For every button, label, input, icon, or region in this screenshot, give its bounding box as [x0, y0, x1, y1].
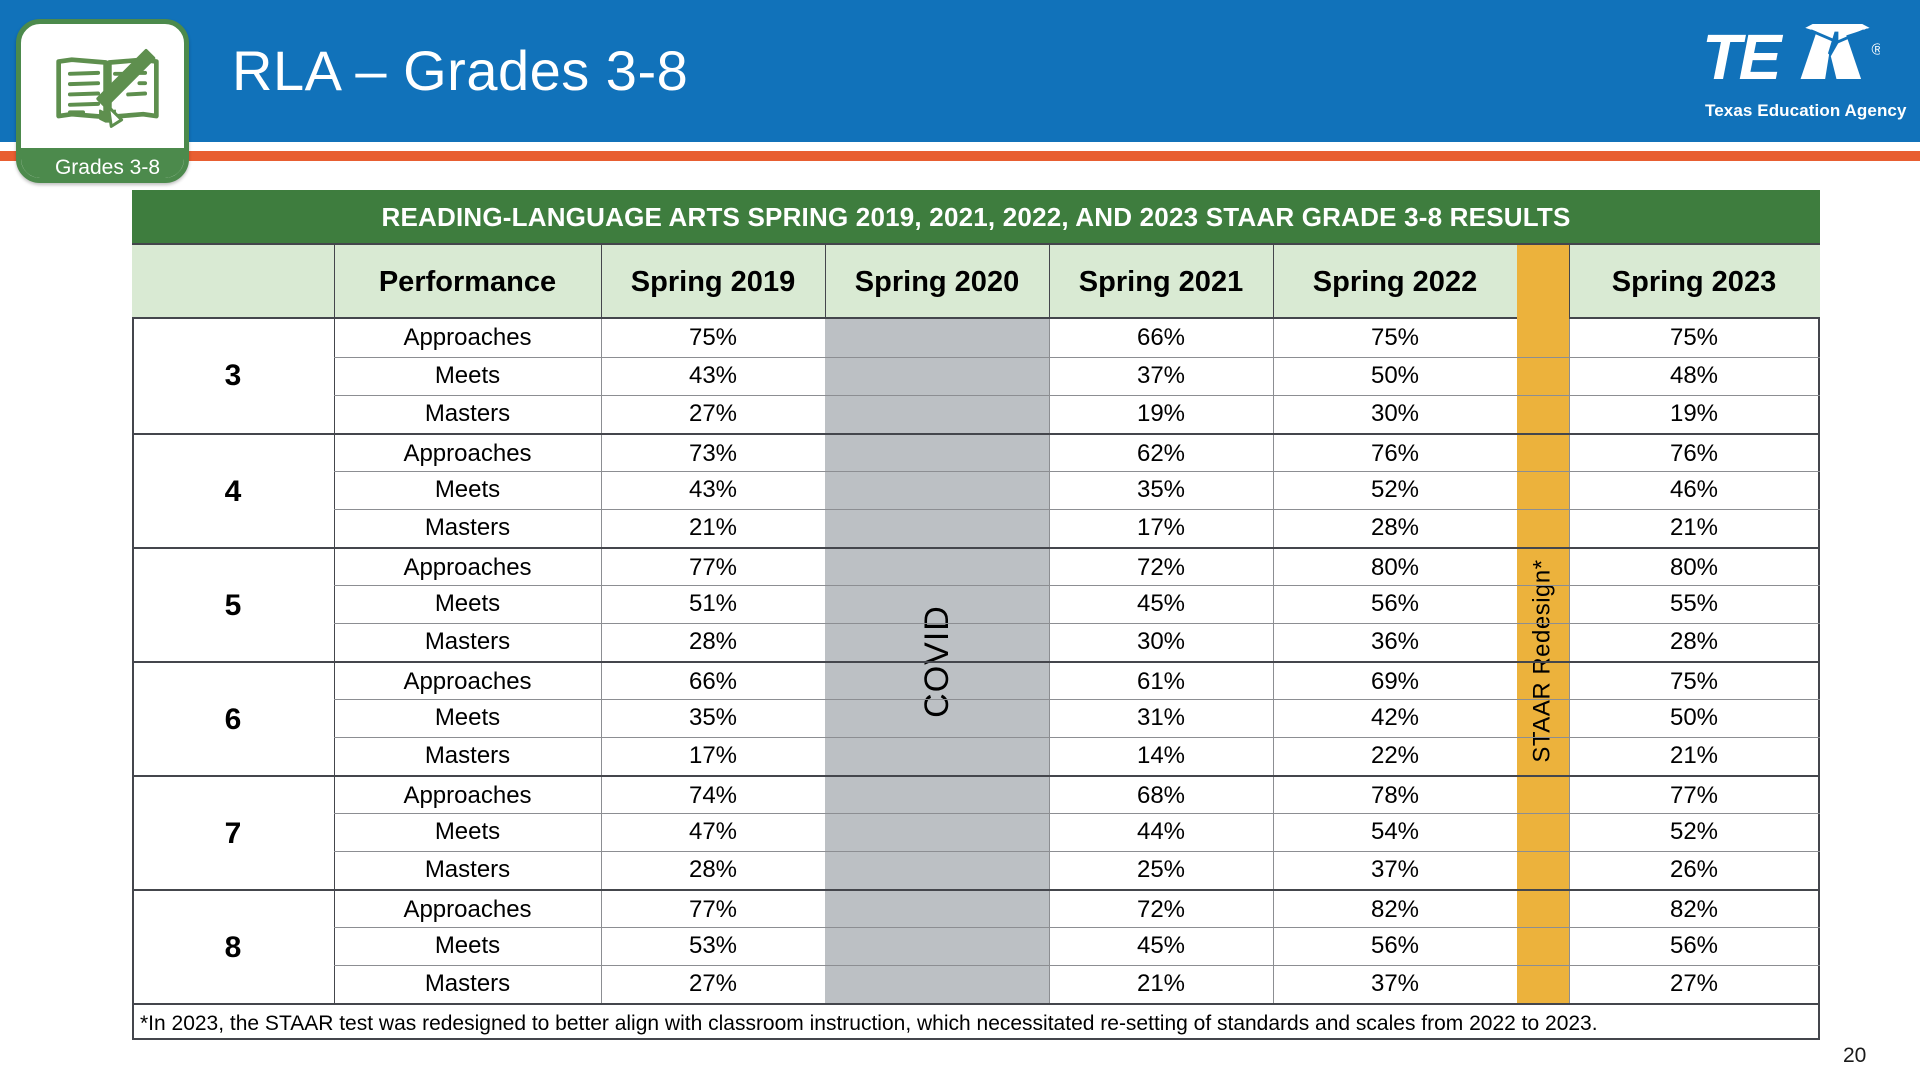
- svg-text:®: ®: [1871, 40, 1880, 58]
- svg-text:TE: TE: [1705, 24, 1784, 93]
